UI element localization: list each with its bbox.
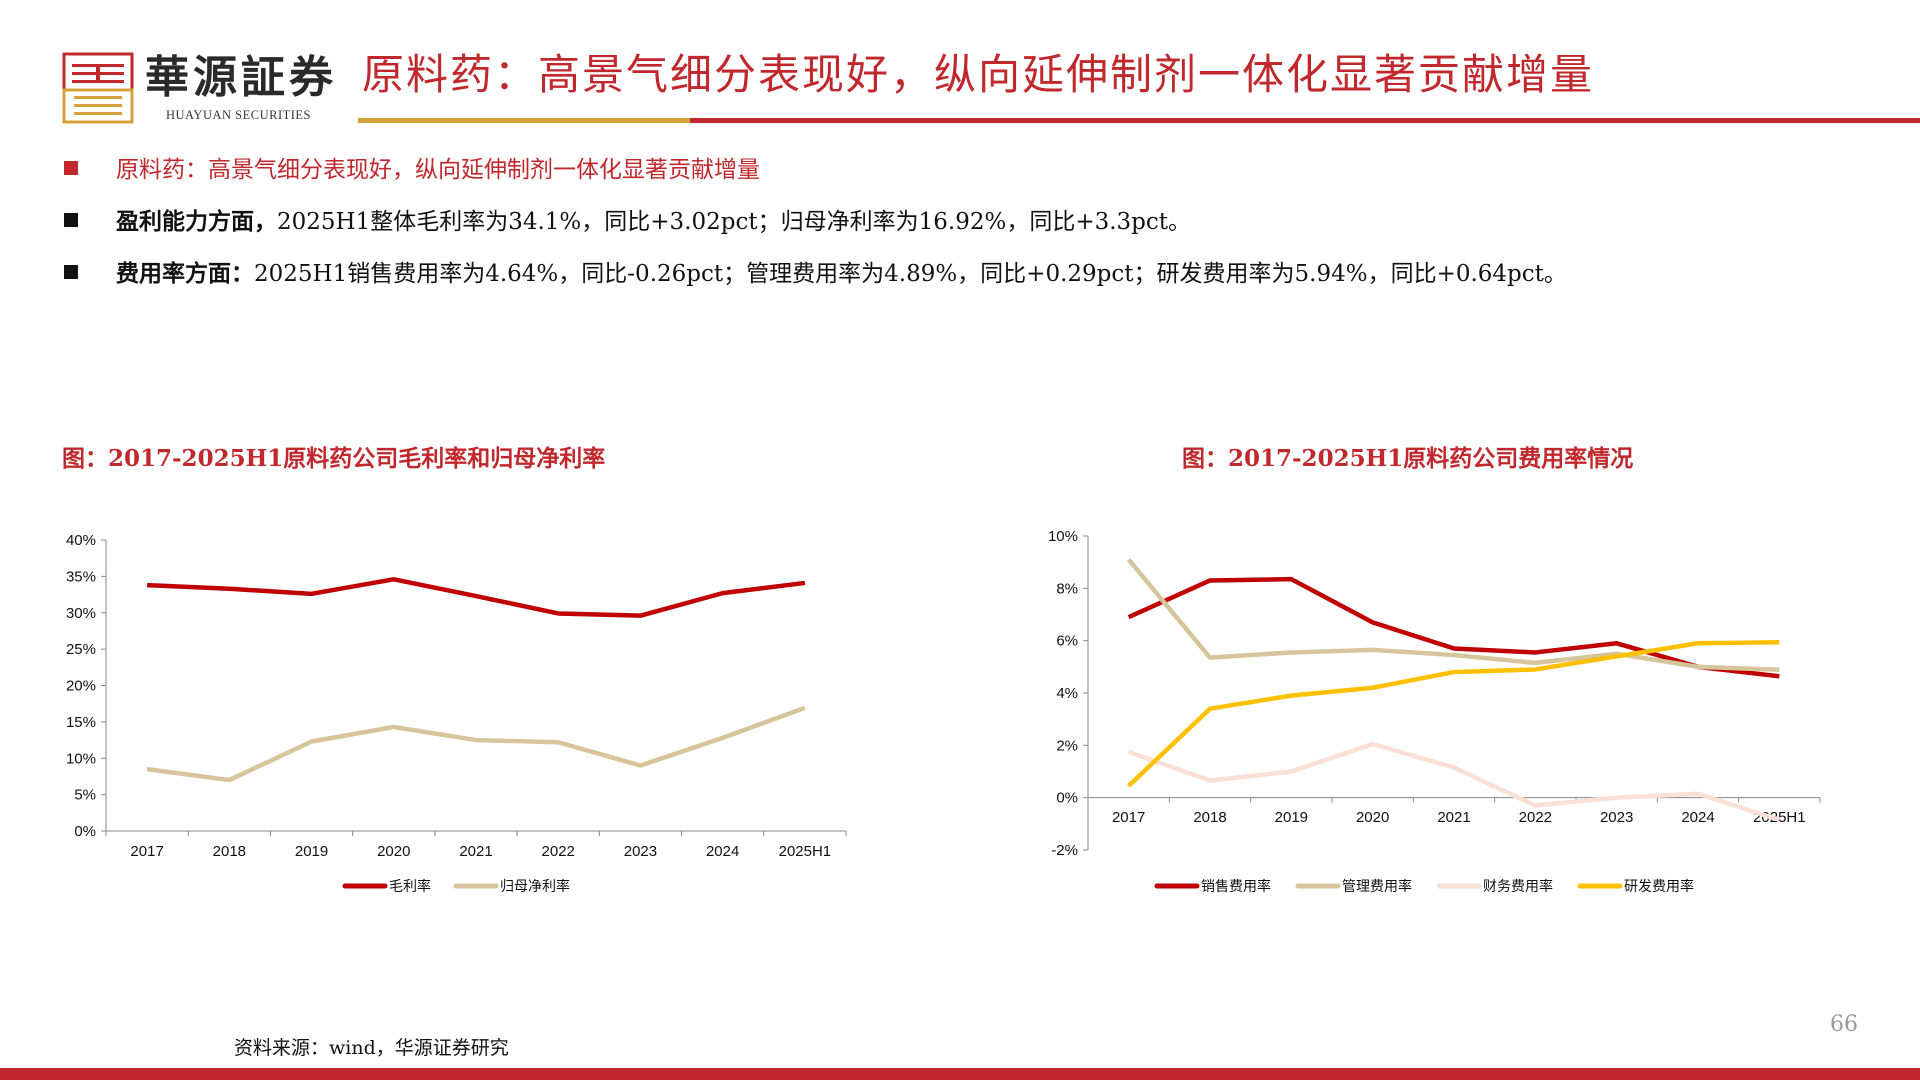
series-line-财务费用率: [1127, 741, 1781, 823]
y-tick-label: 8%: [1056, 580, 1078, 597]
x-tick-label: 2020: [1356, 809, 1389, 826]
title-rule-gold: [358, 118, 690, 123]
x-tick-label: 2020: [377, 843, 410, 860]
series-line-毛利率: [147, 577, 806, 618]
bullet-item: 费用率方面：2025H1销售费用率为4.64%，同比-0.26pct；管理费用率…: [64, 259, 1567, 289]
bullet-text: 2025H1销售费用率为4.64%，同比-0.26pct；管理费用率为4.89%…: [254, 261, 1567, 287]
x-tick-label: 2022: [542, 843, 575, 860]
x-tick-label: 2025H1: [1753, 809, 1806, 826]
bullet-square-icon: [64, 213, 78, 227]
x-tick-label: 2022: [1519, 809, 1552, 826]
bullet-bold: 盈利能力方面，: [116, 208, 277, 235]
x-tick-label: 2021: [1437, 809, 1470, 826]
series-line-销售费用率: [1127, 576, 1780, 679]
bullet-square-icon: [64, 265, 78, 279]
bullet-item: 原料药：高景气细分表现好，纵向延伸制剂一体化显著贡献增量: [64, 155, 760, 185]
y-tick-label: 4%: [1056, 685, 1078, 702]
y-tick-label: 25%: [66, 641, 96, 658]
x-tick-label: 2017: [1112, 809, 1145, 826]
title-rule-red: [690, 118, 1920, 123]
logo-text: 華源証券: [145, 52, 337, 103]
x-tick-label: 2018: [1193, 809, 1226, 826]
y-tick-label: 0%: [1056, 790, 1078, 807]
y-tick-label: 10%: [1048, 528, 1078, 545]
expense-line-chart: -2% 0% 2% 4% 6% 8% 10% 2017 2018 2019 2020 2021 2022…: [1048, 528, 1821, 894]
bullet-bold: 费用率方面：: [116, 260, 254, 287]
chart-title-margin: 图：2017-2025H1原料药公司毛利率和归母净利率: [62, 445, 606, 472]
y-tick-label: 0%: [74, 823, 96, 840]
y-tick-label: 2%: [1056, 737, 1078, 754]
chart-title-expense: 图：2017-2025H1原料药公司费用率情况: [1182, 445, 1634, 472]
page-title: 原料药：高景气细分表现好，纵向延伸制剂一体化显著贡献增量: [362, 50, 1595, 99]
series-line-归母净利率: [146, 705, 806, 783]
y-tick-label: 35%: [66, 568, 96, 585]
legend-label: 归母净利率: [500, 878, 570, 894]
y-tick-label: 30%: [66, 605, 96, 622]
x-tick-label: 2019: [1275, 809, 1308, 826]
x-tick-label: 2023: [1600, 809, 1633, 826]
bullet-text: 2025H1整体毛利率为34.1%，同比+3.02pct；归母净利率为16.92…: [277, 209, 1192, 235]
y-tick-label: 6%: [1056, 633, 1078, 650]
legend-label: 财务费用率: [1483, 878, 1553, 894]
bullet-item: 盈利能力方面，2025H1整体毛利率为34.1%，同比+3.02pct；归母净利…: [64, 207, 1191, 237]
legend-label: 研发费用率: [1624, 878, 1694, 894]
y-tick-label: -2%: [1051, 842, 1078, 859]
bullet-text: 原料药：高景气细分表现好，纵向延伸制剂一体化显著贡献增量: [116, 157, 760, 183]
x-tick-label: 2018: [213, 843, 246, 860]
y-tick-label: 15%: [66, 714, 96, 731]
y-tick-label: 10%: [66, 750, 96, 767]
bullet-square-icon: [64, 161, 78, 175]
page-number: 66: [1830, 1012, 1858, 1037]
margin-line-chart: 0% 5% 10% 15% 20% 25% 30% 35% 40% 2017 2018 2019 202…: [66, 532, 847, 894]
y-tick-label: 40%: [66, 532, 96, 549]
x-tick-label: 2025H1: [779, 843, 832, 860]
x-tick-label: 2023: [624, 843, 657, 860]
x-tick-label: 2019: [295, 843, 328, 860]
source-note: 资料来源：wind，华源证券研究: [234, 1037, 509, 1059]
legend-label: 销售费用率: [1201, 878, 1271, 894]
x-tick-label: 2024: [1681, 809, 1714, 826]
huayuan-logo-icon: [62, 52, 134, 124]
x-tick-label: 2017: [130, 843, 163, 860]
y-tick-label: 20%: [66, 678, 96, 695]
legend-label: 管理费用率: [1342, 878, 1412, 894]
legend-label: 毛利率: [389, 878, 431, 894]
series-line-管理费用率: [1126, 558, 1780, 672]
logo-subtext: HUAYUAN SECURITIES: [166, 108, 312, 122]
x-tick-label: 2024: [706, 843, 739, 860]
bottom-bar: [0, 1068, 1920, 1080]
y-tick-label: 5%: [74, 787, 96, 804]
series-line-研发费用率: [1127, 639, 1780, 788]
x-tick-label: 2021: [459, 843, 492, 860]
